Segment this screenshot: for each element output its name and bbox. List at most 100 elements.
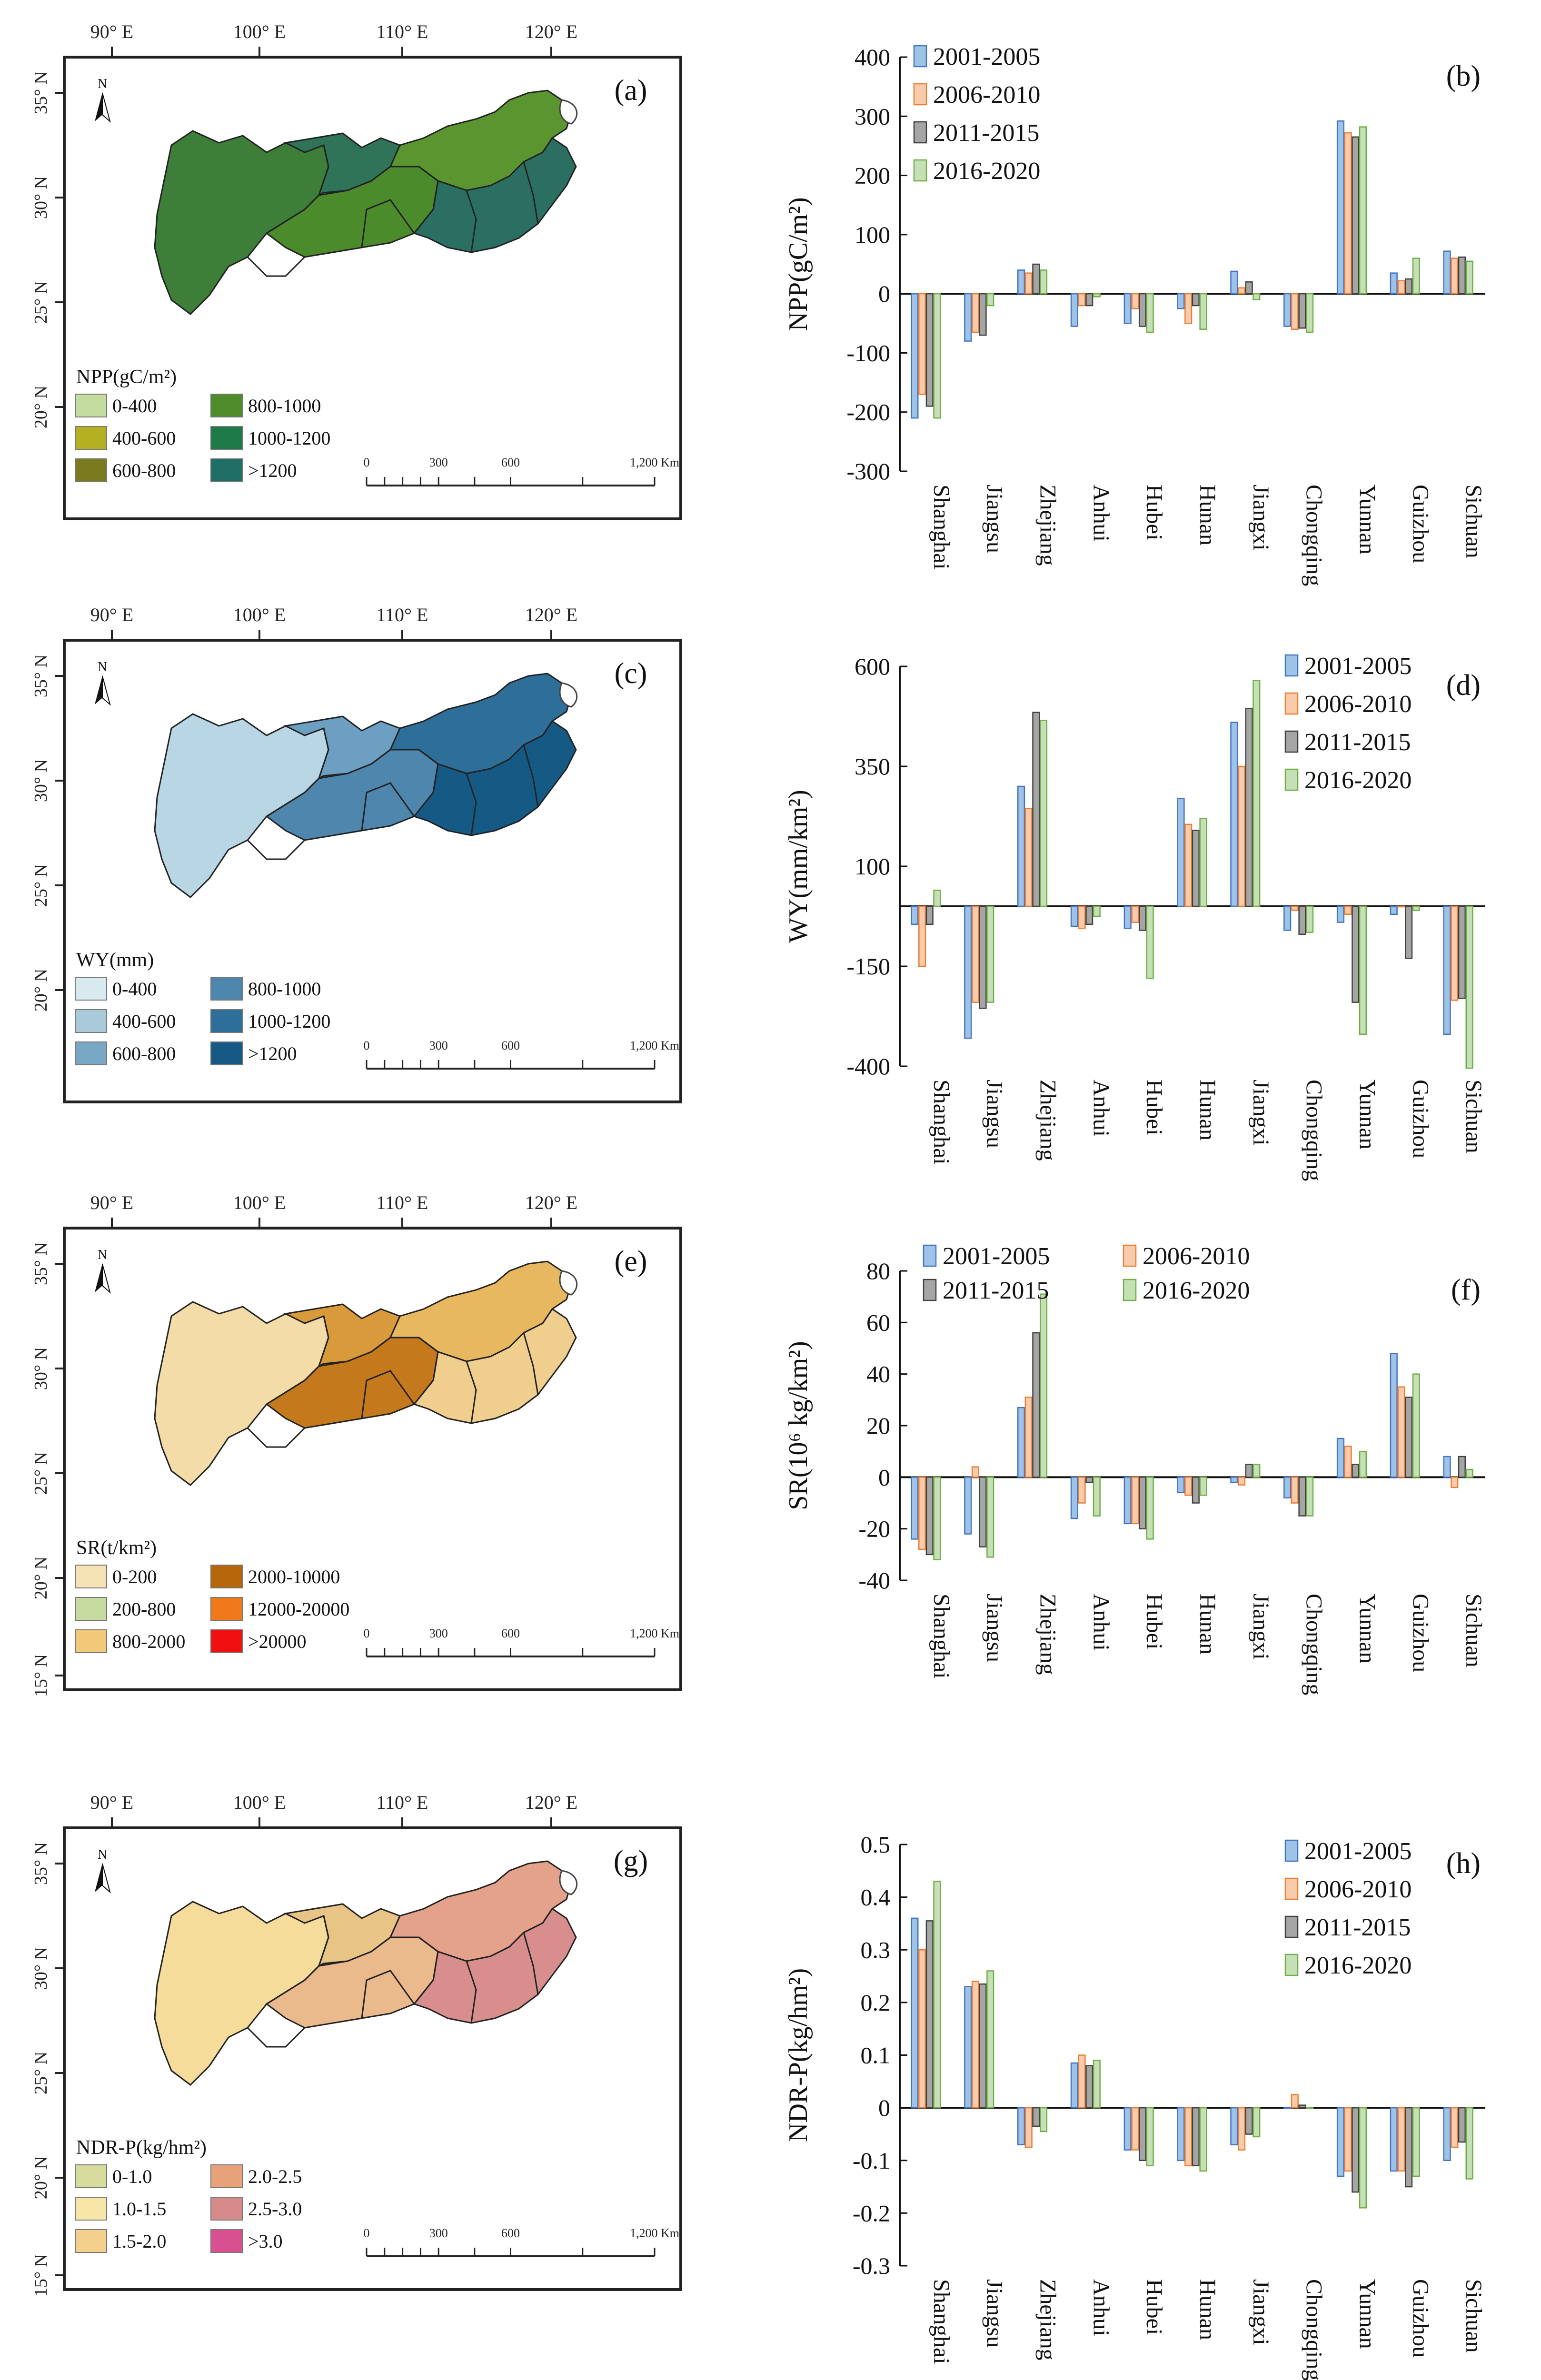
bar: [911, 293, 919, 419]
y-tick-label: 60: [866, 1309, 890, 1336]
province-border: [437, 1951, 467, 1962]
legend-swatch: [75, 977, 107, 1001]
province-region: [413, 720, 577, 836]
legend-swatch: [75, 1597, 107, 1621]
scale-bar-label: 300: [429, 456, 448, 469]
y-axis-title: NPP(gC/m²): [784, 197, 813, 331]
legend-label: 1000-1200: [248, 1011, 330, 1032]
lon-label: 120° E: [525, 604, 577, 625]
lon-label: 110° E: [377, 1792, 428, 1813]
legend-swatch: [913, 83, 927, 106]
province-border: [523, 1332, 539, 1395]
province-border: [247, 2027, 306, 2048]
legend-swatch: [75, 394, 107, 417]
chart-panel-label: (d): [1446, 669, 1481, 702]
province-border: [318, 1915, 329, 1966]
bar: [1443, 1456, 1451, 1478]
bar: [1245, 2107, 1253, 2135]
north-arrow-letter: N: [98, 1248, 107, 1262]
coast-outline: [559, 1870, 578, 1895]
bar: [986, 1970, 994, 2109]
category-label: Sichuan: [1461, 2279, 1486, 2353]
bar: [925, 1477, 934, 1556]
bar: [1024, 2107, 1033, 2148]
bar: [1336, 2107, 1345, 2177]
legend-label: >3.0: [248, 2231, 283, 2252]
bar: [1306, 293, 1314, 333]
bar: [1085, 1477, 1094, 1483]
category-label: Hunan: [1195, 1594, 1220, 1655]
bar: [1123, 905, 1132, 929]
map-frame: [63, 1227, 682, 1691]
bar: [1443, 905, 1451, 1035]
bar: [1245, 281, 1253, 295]
bar: [1253, 2107, 1261, 2138]
bar: [1412, 2107, 1420, 2177]
category-label: Jiangxi: [1248, 1594, 1273, 1660]
bar: [1253, 680, 1261, 907]
lat-label: 35° N: [31, 71, 51, 114]
bar: [1458, 2107, 1466, 2143]
bar: [1078, 2054, 1086, 2109]
province-border: [437, 1351, 467, 1362]
y-tick-label: -0.2: [853, 2200, 890, 2226]
y-tick-label: 0.4: [861, 1884, 891, 1911]
bar: [1283, 293, 1292, 327]
category-label: Jiangxi: [1248, 485, 1273, 551]
bar: [1298, 905, 1306, 935]
y-tick-label: -100: [846, 339, 890, 366]
bar: [986, 293, 994, 307]
province-border: [466, 190, 477, 253]
bar: [971, 905, 979, 1003]
lon-label: 100° E: [233, 1192, 286, 1213]
bar: [1093, 905, 1101, 917]
bar: [1192, 2107, 1200, 2167]
study-area: [154, 1260, 578, 1486]
bar: [1177, 293, 1185, 309]
legend-title: SR(t/km²): [76, 1537, 157, 1559]
bar: [1245, 707, 1253, 907]
bar: [1032, 263, 1040, 295]
bar: [1336, 1438, 1345, 1478]
category-label: Jiangxi: [1248, 1080, 1273, 1146]
bar: [986, 905, 994, 1003]
bar: [911, 1477, 919, 1540]
legend-label: 400-600: [112, 427, 176, 449]
chart-legend: 2001-2005 2006-2010 2011-2015 2016-2020: [1284, 653, 1412, 794]
bar: [1412, 905, 1420, 911]
bar: [1412, 1373, 1420, 1478]
bar: [918, 1949, 926, 2109]
province-border: [466, 773, 477, 836]
legend-label: 2011-2015: [933, 119, 1039, 147]
bar: [1131, 293, 1139, 309]
lat-label: 35° N: [31, 1842, 51, 1885]
category-label: Jiangsu: [982, 2279, 1007, 2348]
y-tick-label: 0: [878, 280, 890, 307]
bar: [1146, 1477, 1154, 1540]
category-label: Zhejiang: [1035, 1594, 1061, 1675]
coast-outline: [559, 1270, 578, 1296]
bar: [1397, 905, 1405, 908]
province-border: [361, 782, 415, 831]
bar: [1184, 823, 1193, 907]
bar: [1390, 2107, 1398, 2172]
bar: [964, 293, 972, 342]
bar: [1465, 1468, 1473, 1478]
bar: [1237, 287, 1246, 295]
category-label: Hunan: [1195, 1080, 1220, 1140]
province-region: [413, 1907, 577, 2024]
bar: [1123, 1477, 1132, 1525]
y-tick-label: 0: [878, 2094, 890, 2121]
legend-label: 2001-2005: [933, 43, 1040, 70]
legend-label: 1.0-1.5: [112, 2198, 166, 2220]
map-panel-sr: 90° E 100° E 110° E 120° E 35° N 30° N 25° N 20…: [31, 1192, 682, 1697]
category-label: Zhejiang: [1035, 485, 1061, 566]
bar: [1078, 1477, 1086, 1504]
bar: [1017, 269, 1025, 295]
legend-label: 2000-10000: [248, 1566, 340, 1587]
legend-swatch: [1284, 730, 1299, 753]
bar: [1177, 797, 1185, 907]
bar-chart-npp: -300 -200 -100 0 100 200 300 400 NPP(gC/m²) Shang…: [784, 43, 1486, 586]
bar: [918, 293, 926, 395]
scale-bar-label: 600: [501, 1039, 520, 1052]
